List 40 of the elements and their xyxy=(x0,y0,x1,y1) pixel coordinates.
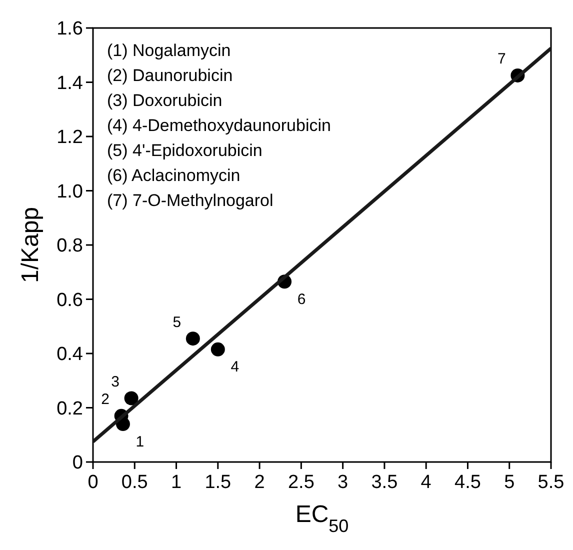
point xyxy=(124,391,138,406)
annotation: 4 xyxy=(230,358,240,376)
y-tick-label: 0.2 xyxy=(56,398,83,420)
annotation: (7) 7-O-Methylnogarol xyxy=(107,191,274,210)
x-tick-label: 0 xyxy=(88,472,98,493)
point xyxy=(210,342,225,356)
y-tick-label: 1.4 xyxy=(56,72,84,94)
point xyxy=(186,332,200,346)
y-tick-label: 1.0 xyxy=(56,181,83,202)
x-tick-label: 2.5 xyxy=(288,472,314,493)
y-tick-label: 1.6 xyxy=(56,18,83,40)
annotation: 1 xyxy=(136,433,144,450)
y-tick-label: 0.4 xyxy=(56,344,84,366)
x-tick-label: 1.5 xyxy=(204,472,232,493)
annotation: (1) Nogalamycin xyxy=(107,41,231,60)
annotation: 2 xyxy=(101,391,110,408)
annotation: 3 xyxy=(111,374,120,391)
annotation: (5) 4'-Epidoxorubicin xyxy=(107,141,262,160)
x-tick-label: 4 xyxy=(420,472,432,493)
annotation: (2) Daunorubicin xyxy=(107,66,233,85)
x-tick-label: 5 xyxy=(504,472,515,493)
y-tick-label: 1.2 xyxy=(56,127,83,148)
annotation: 6 xyxy=(297,290,306,308)
x-axis-title: EC$_{50}$ xyxy=(295,501,349,536)
annotation: (6) Aclacinomycin xyxy=(107,166,240,185)
annotation: (4) 4-Demethoxydaunorubicin xyxy=(107,116,331,135)
y-axis-title: 1/Kapp xyxy=(17,206,44,284)
x-tick-label: 2 xyxy=(254,472,265,493)
annotation: 5 xyxy=(172,314,182,331)
y-tick-label: 0.8 xyxy=(56,236,83,257)
x-tick-label: 3.5 xyxy=(371,472,398,493)
x-tick-label: 4.5 xyxy=(454,472,481,493)
annotation: (3) Doxorubicin xyxy=(107,91,222,110)
x-tick-label: 1 xyxy=(170,472,182,493)
x-tick-label: 5.5 xyxy=(538,472,564,493)
y-tick-label: 0 xyxy=(72,452,83,474)
x-tick-label: 3 xyxy=(338,472,348,493)
y-tick-label: 0.6 xyxy=(56,290,83,311)
x-tick-label: 0.5 xyxy=(121,472,148,493)
annotation: 7 xyxy=(498,50,506,68)
